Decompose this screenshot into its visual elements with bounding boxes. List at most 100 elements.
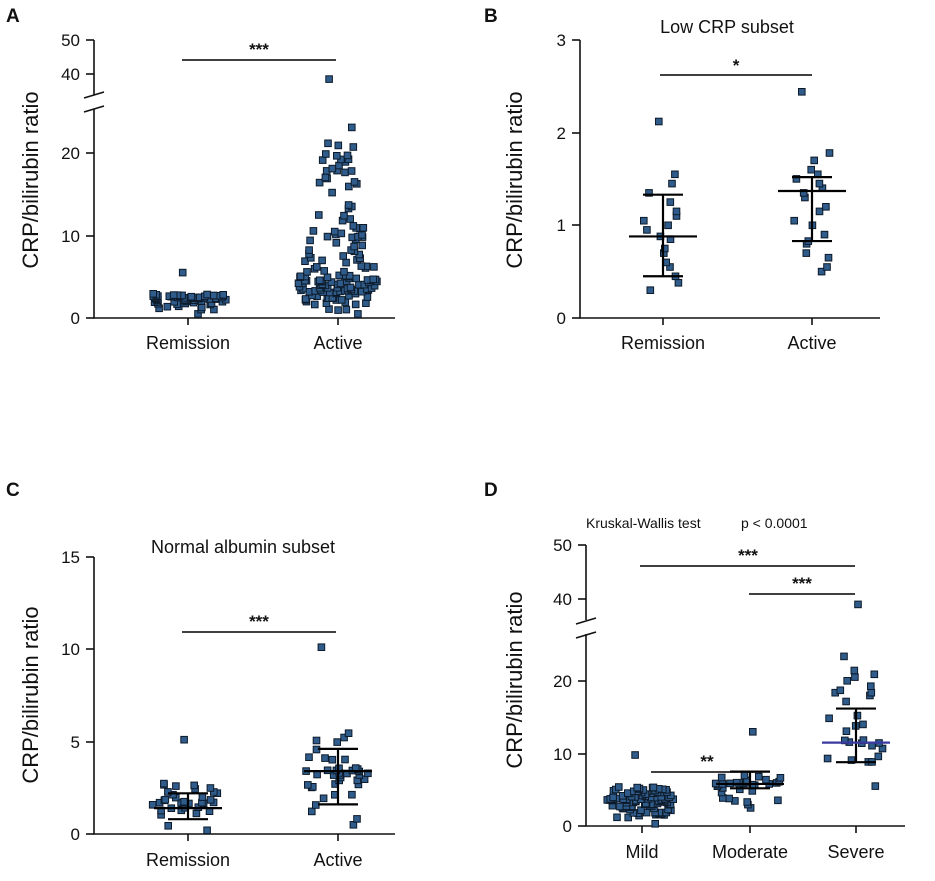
y-axis-label-d: CRP/bilirubin ratio [502,591,527,768]
data-point [824,253,833,262]
data-point [850,666,859,675]
y-tick-label-d-0: 0 [563,817,572,836]
data-point [358,241,366,250]
data-point [206,784,215,792]
category-label-c-active: Active [313,850,362,870]
data-point [346,283,355,292]
data-point [352,274,360,283]
data-point [164,822,172,830]
data-point [732,778,741,787]
data-point [328,164,337,173]
data-point [311,300,319,309]
data-point [790,216,799,225]
data-point [303,268,311,276]
data-point [655,117,663,126]
panel-title-c: Normal albumin subset [151,537,335,557]
data-point [661,244,669,253]
data-point [319,794,328,803]
data-point [815,179,824,188]
data-point [672,207,681,216]
data-point [209,291,218,300]
data-point [353,815,361,823]
data-point [823,754,832,763]
panel-title-b: Low CRP subset [660,17,794,37]
data-point [354,310,362,318]
panel-label-c: C [6,480,20,501]
data-point [321,173,330,182]
data-point [336,279,345,288]
y-tick-label-b-3: 3 [557,31,566,50]
data-point [305,246,313,254]
data-point [743,798,752,806]
y-tick-label-a-40: 40 [61,65,80,84]
data-point [624,813,633,822]
data-point [339,252,347,260]
data-point [322,150,330,158]
data-point [749,728,757,736]
category-label-a-active: Active [313,333,362,353]
category-label-b-active: Active [787,333,836,353]
data-point [203,826,211,835]
data-point [840,652,848,661]
data-point [725,794,733,803]
data-point [822,203,830,211]
data-point [340,211,348,220]
category-label-a-remission: Remission [146,333,230,353]
data-point [668,179,676,188]
data-point [859,720,867,729]
data-point [717,773,726,782]
data-point [740,771,749,780]
data-point [350,178,359,186]
data-point [871,782,880,790]
data-point [330,227,339,236]
panel-d: D Kruskal-Wallis test p < 0.0001 CRP/bil… [484,480,905,862]
panel-label-b: B [484,6,498,27]
data-point [359,224,368,232]
data-point [180,735,188,744]
y-tick-label-c-15: 15 [61,548,80,567]
data-point [363,293,372,301]
data-point [342,305,351,314]
data-point [870,670,879,679]
data-point [344,201,353,209]
y-tick-label-a-10: 10 [61,227,80,246]
data-point [825,714,833,723]
panel-a: A CRP/bilirubin ratio 50 40 20 10 0 Remi… [6,6,395,353]
data-point [312,736,321,745]
data-point [323,273,332,282]
data-point [358,231,366,239]
data-point [616,802,624,811]
y-tick-label-b-2: 2 [557,124,566,143]
y-tick-label-d-20: 20 [553,672,572,691]
data-point [344,729,353,738]
data-point [651,820,660,828]
data-point [333,738,341,746]
y-tick-label-a-0: 0 [71,309,80,328]
data-point [206,796,215,804]
data-point [842,697,850,706]
data-point [613,813,621,822]
data-point [334,141,343,150]
data-point [646,286,655,294]
data-point [345,271,354,280]
data-point [190,781,198,790]
data-point [346,215,354,223]
data-point [615,783,623,791]
significance-label-d-mild-moderate: ** [700,752,714,771]
data-point [649,783,658,792]
significance-label-d-mild-severe: *** [738,546,758,565]
data-point [161,795,170,804]
category-label-d-moderate: Moderate [712,842,788,862]
y-tick-label-b-1: 1 [557,216,566,235]
panel-label-d: D [484,480,498,501]
data-point [317,643,326,652]
data-point [633,783,642,792]
axis-lines-b [579,40,880,319]
data-point [640,216,648,225]
data-point [309,227,318,235]
data-point [755,772,763,781]
data-point [847,756,856,764]
data-point [792,175,801,183]
data-point [315,211,323,219]
data-point [313,263,321,271]
